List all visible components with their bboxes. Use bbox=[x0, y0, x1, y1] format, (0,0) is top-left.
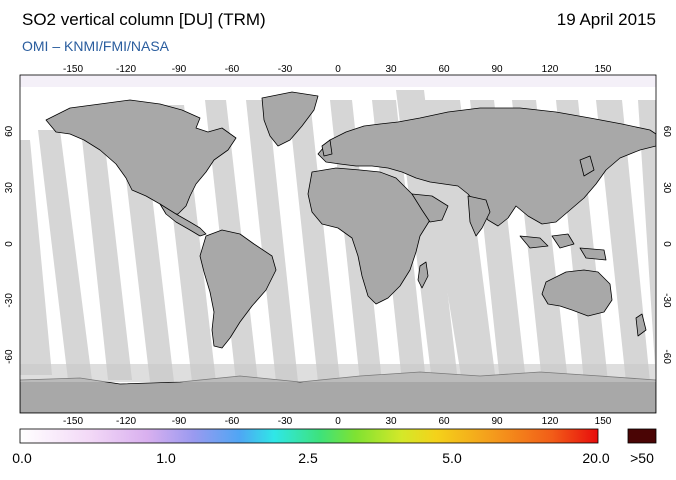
greenland bbox=[261, 91, 319, 147]
colorbar-label-3: 5.0 bbox=[442, 450, 462, 466]
lon-ticks-bottom: -150 -120 -90 -60 -30 0 30 60 90 120 150 bbox=[63, 416, 612, 427]
lon-tick-top-3: -60 bbox=[225, 64, 240, 75]
africa bbox=[307, 167, 431, 305]
australia bbox=[541, 269, 613, 317]
north-america bbox=[45, 99, 237, 215]
india bbox=[467, 195, 491, 237]
lat-tick-right-1: 30 bbox=[661, 182, 672, 194]
colorbar-overflow-swatch bbox=[627, 428, 657, 444]
lon-tick-top-8: 90 bbox=[491, 64, 503, 75]
lat-tick-right-2: 0 bbox=[661, 241, 672, 247]
arabian-peninsula bbox=[411, 193, 449, 223]
map-frame bbox=[19, 74, 657, 414]
lon-tick-top-2: -90 bbox=[172, 64, 187, 75]
lon-tick-top-6: 30 bbox=[385, 64, 397, 75]
new-zealand bbox=[635, 313, 647, 337]
lon-tick-bottom-5: 0 bbox=[335, 416, 341, 427]
lon-tick-top-5: 0 bbox=[335, 64, 341, 75]
lon-tick-top-9: 120 bbox=[542, 64, 559, 75]
lon-tick-top-7: 60 bbox=[438, 64, 450, 75]
lon-tick-bottom-3: -60 bbox=[225, 416, 240, 427]
arctic-noise-band bbox=[20, 75, 656, 87]
japan bbox=[579, 155, 595, 177]
borneo bbox=[551, 233, 575, 249]
lat-tick-left-3: -30 bbox=[4, 293, 15, 308]
colorbar-label-0: 0.0 bbox=[12, 450, 32, 466]
lon-ticks-top: -150 -120 -90 -60 -30 0 30 60 90 120 150 bbox=[63, 64, 612, 75]
lat-tick-left-1: 30 bbox=[4, 182, 15, 194]
colorbar-label-4: 20.0 bbox=[582, 450, 610, 466]
lon-tick-bottom-9: 120 bbox=[542, 416, 559, 427]
lat-ticks-left: 60 30 0 -30 -60 bbox=[4, 125, 15, 364]
lat-tick-left-0: 60 bbox=[4, 125, 15, 137]
eurasia bbox=[317, 107, 656, 227]
colorbar-label-1: 1.0 bbox=[156, 450, 176, 466]
lon-tick-top-1: -120 bbox=[116, 64, 136, 75]
lon-tick-bottom-10: 150 bbox=[595, 416, 612, 427]
lon-tick-top-0: -150 bbox=[63, 64, 83, 75]
colorbar-gradient bbox=[19, 428, 599, 444]
lat-tick-left-2: 0 bbox=[4, 241, 15, 247]
lat-ticks-right: 60 30 0 -30 -60 bbox=[661, 126, 672, 365]
antarctic-swath-band bbox=[20, 364, 656, 382]
lon-tick-bottom-0: -150 bbox=[63, 416, 83, 427]
map-title: SO2 vertical column [DU] (TRM) bbox=[22, 10, 266, 29]
lon-tick-bottom-1: -120 bbox=[116, 416, 136, 427]
colorbar-label-2: 2.5 bbox=[298, 450, 318, 466]
central-america bbox=[159, 203, 207, 237]
lon-tick-bottom-6: 30 bbox=[385, 416, 397, 427]
madagascar bbox=[417, 261, 429, 289]
map-credits: OMI – KNMI/FMI/NASA bbox=[22, 38, 170, 54]
map-date: 19 April 2015 bbox=[556, 10, 656, 29]
lat-tick-right-4: -60 bbox=[661, 349, 672, 364]
lat-tick-left-4: -60 bbox=[4, 349, 15, 364]
colorbar-label-5: >50 bbox=[630, 450, 654, 466]
lon-tick-bottom-2: -90 bbox=[172, 416, 187, 427]
continents bbox=[20, 91, 656, 413]
indonesia bbox=[519, 235, 549, 249]
lon-tick-top-4: -30 bbox=[278, 64, 293, 75]
south-america bbox=[199, 229, 277, 349]
lon-tick-bottom-7: 60 bbox=[438, 416, 450, 427]
lat-tick-right-3: -30 bbox=[661, 293, 672, 308]
new-guinea bbox=[579, 247, 607, 261]
lon-tick-top-10: 150 bbox=[595, 64, 612, 75]
great-britain bbox=[321, 139, 333, 157]
lon-tick-bottom-8: 90 bbox=[491, 416, 503, 427]
lon-tick-bottom-4: -30 bbox=[278, 416, 293, 427]
lat-tick-right-0: 60 bbox=[661, 126, 672, 138]
